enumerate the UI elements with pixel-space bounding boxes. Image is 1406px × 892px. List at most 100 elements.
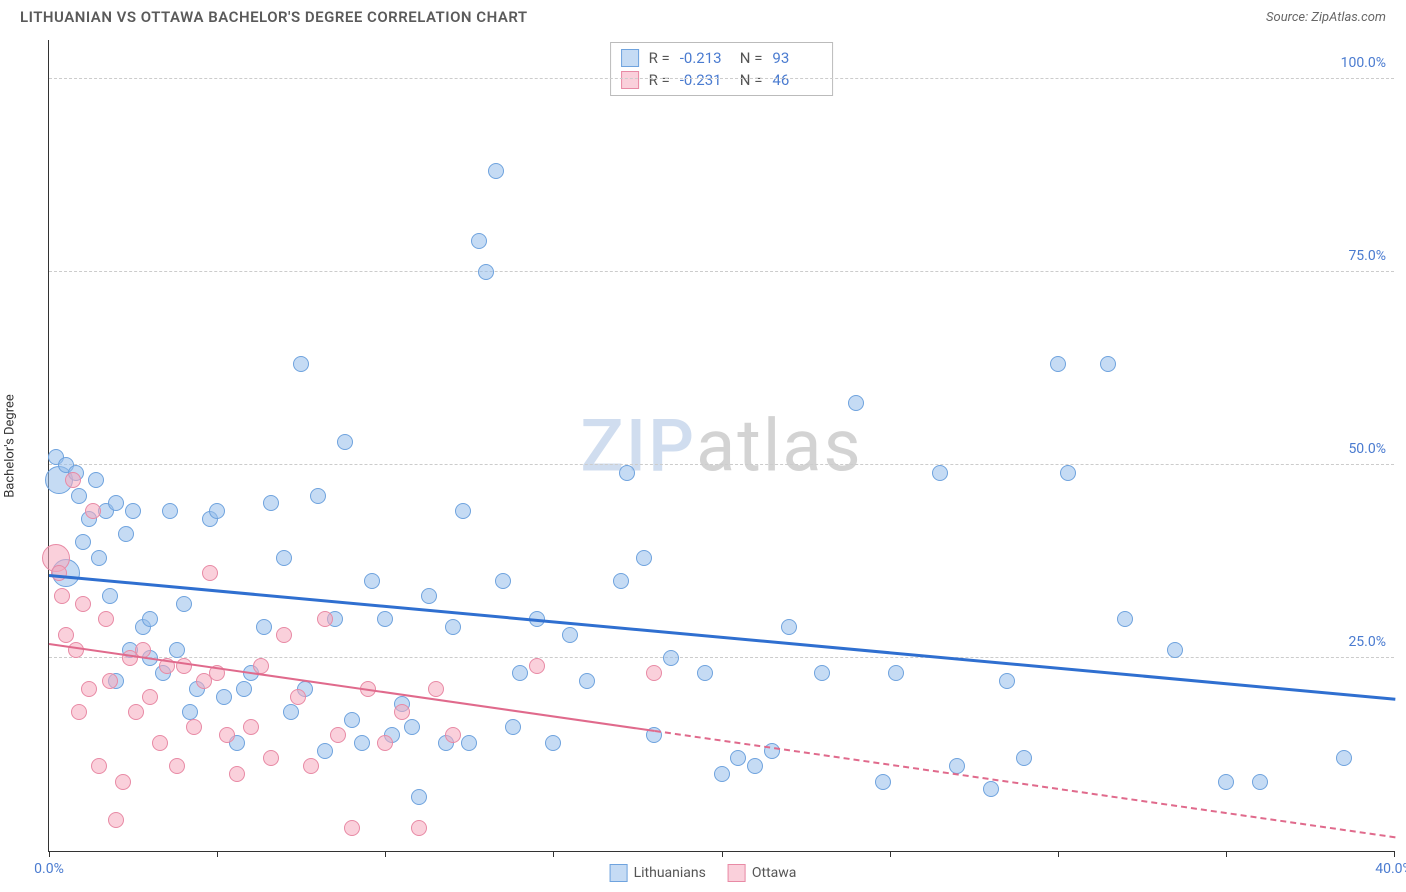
data-point (330, 727, 346, 743)
data-point (932, 465, 948, 481)
x-tick (1394, 851, 1395, 857)
data-point (495, 573, 511, 589)
data-point (411, 789, 427, 805)
series-name: Ottawa (752, 865, 797, 881)
data-point (108, 495, 124, 511)
legend-swatch (610, 864, 628, 882)
data-point (488, 163, 504, 179)
data-point (613, 573, 629, 589)
legend-row: R =-0.213N =93 (621, 47, 823, 69)
data-point (344, 712, 360, 728)
x-tick-label: 40.0% (1375, 861, 1406, 877)
data-point (51, 565, 67, 581)
data-point (128, 704, 144, 720)
legend-swatch (728, 864, 746, 882)
data-point (1252, 774, 1268, 790)
series-name: Lithuanians (634, 865, 706, 881)
data-point (529, 658, 545, 674)
legend-r-label: R = (649, 71, 670, 89)
data-point (216, 689, 232, 705)
data-point (1060, 465, 1076, 481)
data-point (636, 550, 652, 566)
x-tick (385, 851, 386, 857)
data-point (377, 735, 393, 751)
data-point (125, 503, 141, 519)
data-point (54, 588, 70, 604)
data-point (646, 665, 662, 681)
data-point (182, 704, 198, 720)
data-point (283, 704, 299, 720)
data-point (68, 642, 84, 658)
y-axis-label: Bachelor's Degree (3, 394, 18, 498)
source-attribution: Source: ZipAtlas.com (1266, 10, 1386, 25)
data-point (276, 550, 292, 566)
y-tick-label: 75.0% (1348, 248, 1386, 264)
data-point (263, 750, 279, 766)
data-point (102, 588, 118, 604)
legend-swatch (621, 71, 639, 89)
data-point (455, 503, 471, 519)
data-point (71, 704, 87, 720)
data-point (747, 758, 763, 774)
data-point (344, 820, 360, 836)
data-point (293, 356, 309, 372)
data-point (1218, 774, 1234, 790)
data-point (162, 503, 178, 519)
data-point (461, 735, 477, 751)
data-point (317, 743, 333, 759)
data-point (186, 719, 202, 735)
data-point (1336, 750, 1352, 766)
gridline (49, 78, 1394, 79)
legend-n-label: N = (740, 71, 763, 89)
legend-n-value: 46 (772, 71, 822, 89)
gridline (49, 271, 1394, 272)
data-point (983, 781, 999, 797)
data-point (445, 727, 461, 743)
data-point (445, 619, 461, 635)
data-point (310, 488, 326, 504)
data-point (303, 758, 319, 774)
x-tick (722, 851, 723, 857)
data-point (236, 681, 252, 697)
data-point (1100, 356, 1116, 372)
data-point (411, 820, 427, 836)
data-point (81, 681, 97, 697)
legend-r-value: -0.231 (680, 71, 730, 89)
data-point (263, 495, 279, 511)
data-point (377, 611, 393, 627)
data-point (152, 735, 168, 751)
data-point (781, 619, 797, 635)
data-point (202, 565, 218, 581)
data-point (421, 588, 437, 604)
data-point (1117, 611, 1133, 627)
data-point (663, 650, 679, 666)
data-point (317, 611, 333, 627)
data-point (404, 719, 420, 735)
data-point (814, 665, 830, 681)
x-tick (553, 851, 554, 857)
x-tick (1226, 851, 1227, 857)
data-point (176, 596, 192, 612)
data-point (714, 766, 730, 782)
x-tick-label: 0.0% (34, 861, 64, 877)
correlation-legend: R =-0.213N =93R =-0.231N =46 (610, 42, 834, 96)
series-legend-item: Lithuanians (610, 864, 706, 882)
data-point (697, 665, 713, 681)
y-tick-label: 25.0% (1348, 634, 1386, 650)
trend-line (655, 730, 1396, 838)
data-point (91, 550, 107, 566)
data-point (730, 750, 746, 766)
data-point (276, 627, 292, 643)
y-tick-label: 100.0% (1341, 55, 1386, 71)
data-point (98, 611, 114, 627)
data-point (471, 233, 487, 249)
data-point (118, 526, 134, 542)
data-point (579, 673, 595, 689)
data-point (176, 658, 192, 674)
data-point (512, 665, 528, 681)
legend-n-label: N = (740, 49, 763, 67)
legend-r-value: -0.213 (680, 49, 730, 67)
data-point (169, 642, 185, 658)
data-point (115, 774, 131, 790)
data-point (999, 673, 1015, 689)
